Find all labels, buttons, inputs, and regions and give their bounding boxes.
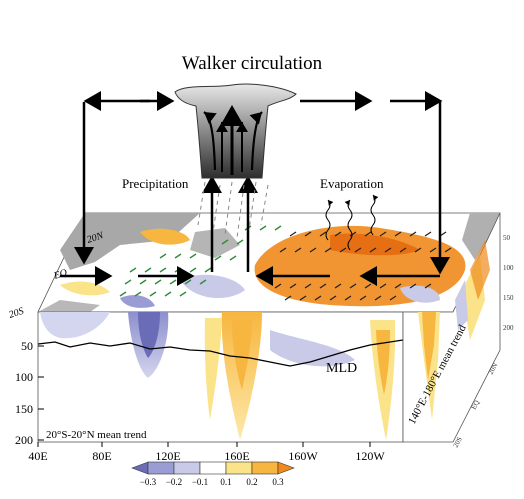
colorbar-tick-1: −0.2: [166, 477, 182, 487]
land-south: [38, 300, 100, 312]
mld-line: [37, 339, 404, 367]
lat-label-20s: 20S: [8, 306, 26, 321]
evaporation-arrows: [325, 194, 379, 251]
surface-map: 20N EQ 20S: [8, 212, 501, 321]
depth-tick-150: 150: [15, 402, 33, 416]
lon-tick-120w: 120W: [355, 449, 385, 463]
colorbar-tick-5: 0.3: [272, 477, 284, 487]
colorbar-bin-2: [173, 461, 201, 475]
land-asia: [60, 213, 200, 270]
colorbar: −0.3 −0.2 −0.1 0.1 0.2 0.3: [131, 461, 295, 487]
colorbar-tick-2: −0.1: [192, 477, 208, 487]
front-depth-section: MLD 20°S-20°N mean trend 50 100 150 200 …: [15, 311, 404, 463]
longitude-axis: 40E 80E 120E 160E 160W 120W: [28, 442, 385, 463]
side-tick-50: 50: [503, 234, 511, 242]
side-tick-200: 200: [503, 324, 514, 332]
colorbar-bin-3: [199, 461, 227, 475]
colorbar-cap-high: [277, 461, 295, 475]
wind-vectors-green: [119, 225, 282, 297]
colorbar-tick-4: 0.2: [246, 477, 257, 487]
depth-tick-50: 50: [21, 339, 33, 353]
side-tick-150: 150: [503, 294, 514, 302]
colorbar-cap-low: [131, 461, 149, 475]
depth-tick-100: 100: [15, 370, 33, 384]
rain-streaks: [197, 181, 269, 239]
lon-tick-160w: 160W: [288, 449, 318, 463]
colorbar-bin-5: [251, 461, 279, 475]
wind-vectors-black: [274, 231, 452, 301]
cool-anomaly: [180, 274, 245, 299]
side-lat-eq: EQ: [470, 399, 481, 411]
colorbar-tick-3: 0.1: [220, 477, 231, 487]
lon-tick-160e: 160E: [224, 449, 249, 463]
side-ticks: 50 100 150 200: [503, 234, 514, 332]
depth-axis: 50 100 150 200: [15, 339, 44, 447]
side-tick-100: 100: [503, 264, 514, 272]
evaporation-label: Evaporation: [320, 176, 384, 191]
lat-label-20n: 20N: [86, 230, 107, 246]
convective-cloud: [174, 83, 297, 179]
depth-tick-200: 200: [15, 433, 33, 447]
circulation-arrows: [60, 91, 450, 286]
diagram-title: Walker circulation: [182, 53, 323, 74]
land-americas: [462, 213, 500, 260]
mld-label: MLD: [326, 361, 357, 376]
lon-tick-120e: 120E: [155, 449, 180, 463]
colorbar-bin-1: [147, 461, 175, 475]
land-maritime: [190, 228, 240, 258]
lat-label-eq: EQ: [52, 267, 70, 282]
precipitation-label: Precipitation: [122, 176, 189, 191]
colorbar-tick-0: −0.3: [140, 477, 157, 487]
lon-tick-40e: 40E: [28, 449, 47, 463]
colorbar-bin-4: [225, 461, 253, 475]
front-panel-label: 20°S-20°N mean trend: [46, 429, 147, 441]
lon-tick-80e: 80E: [92, 449, 111, 463]
